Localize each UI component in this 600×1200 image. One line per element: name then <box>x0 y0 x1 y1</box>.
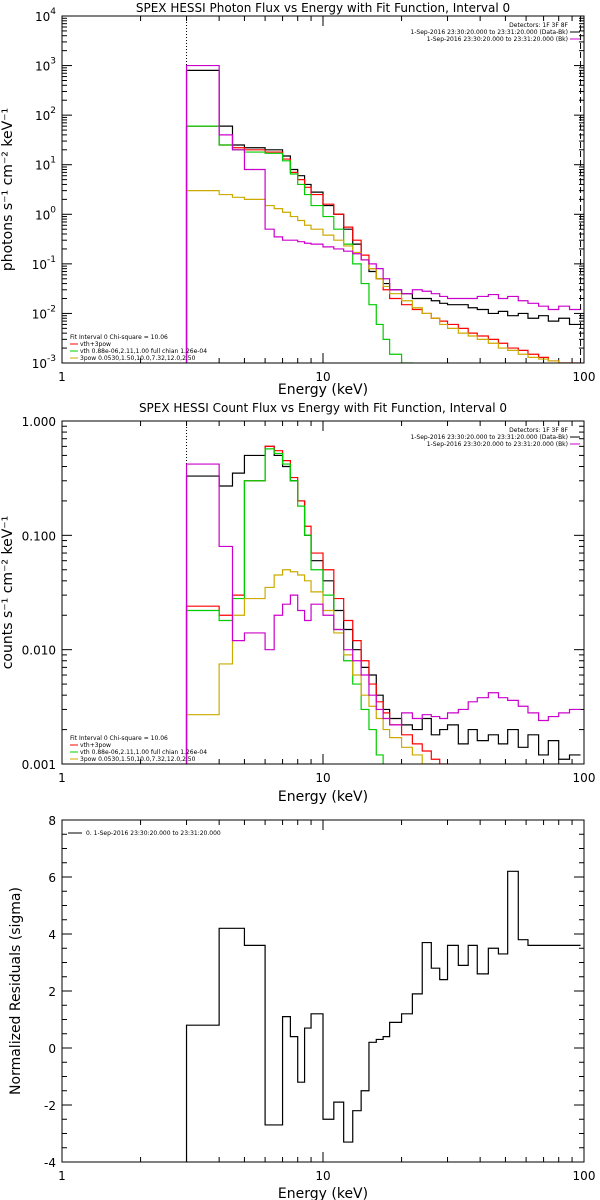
series-vth <box>185 125 413 363</box>
y-tick-label: 10-1 <box>32 255 56 272</box>
legend-entry: Detectors: 1F 3F 8F <box>509 427 568 434</box>
y-tick-label: 4 <box>48 928 56 942</box>
data-area <box>185 445 581 764</box>
y-tick-base: 10 <box>32 258 47 272</box>
legend-entry: 1-Sep-2016 23:30:20.000 to 23:31:20.000 … <box>410 29 568 36</box>
y-tick-exponent: 0 <box>50 205 56 215</box>
legend-entry: vth+3pow <box>80 341 111 348</box>
data-area <box>185 64 581 363</box>
x-tick-label: 10 <box>315 771 330 785</box>
y-tick-label: 2 <box>48 985 56 999</box>
x-axis-label: Energy (keV) <box>278 789 368 805</box>
y-tick-label: 104 <box>35 7 56 24</box>
chart-1: SPEX HESSI Count Flux vs Energy with Fit… <box>0 401 595 805</box>
y-tick-base: 10 <box>32 357 47 371</box>
y-tick-base: 10 <box>32 307 47 321</box>
y-tick-exponent: -2 <box>47 304 56 314</box>
legend-entry: vth 0.88e-06,2.11,1.00 full chian 1.26e-… <box>80 348 207 355</box>
legend-entry: 1-Sep-2016 23:30:20.000 to 23:31:20.000 … <box>427 36 568 43</box>
x-tick-label: 100 <box>573 771 596 785</box>
y-tick-label: 0.100 <box>22 529 56 543</box>
series-vth-3pow <box>185 445 449 764</box>
legend-entry: 3pow 0.0530,1.50,10.0,7.32,12.0,2.50 <box>80 355 196 362</box>
y-tick-base: 10 <box>35 109 50 123</box>
x-tick-label: 10 <box>315 370 330 384</box>
y-tick-label: 1.000 <box>22 415 56 429</box>
y-tick-label: 103 <box>35 57 56 74</box>
x-axis-label: Energy (keV) <box>278 1186 368 1200</box>
y-tick-base: 10 <box>35 159 50 173</box>
y-tick-label: 101 <box>35 156 56 173</box>
y-tick-label: 6 <box>48 871 56 885</box>
legend-entry: vth+3pow <box>80 742 111 749</box>
x-axis-label: Energy (keV) <box>278 382 368 398</box>
chart-2: 1 10 100 -4 -2 0 2 4 6 8 Energy (keV) Normalized Re… <box>8 814 595 1200</box>
y-tick-label: 0 <box>48 1042 56 1056</box>
y-tick-label: 8 <box>48 814 56 828</box>
legend-entry: 1-Sep-2016 23:30:20.000 to 23:31:20.000 … <box>410 434 568 441</box>
series-0- <box>185 870 581 1162</box>
y-tick-exponent: 3 <box>50 57 56 67</box>
chart-0: SPEX HESSI Photon Flux vs Energy with Fi… <box>0 1 596 398</box>
series-3pow <box>185 569 432 764</box>
chart-title: SPEX HESSI Photon Flux vs Energy with Fi… <box>136 1 510 15</box>
y-axis-label: Normalized Residuals (sigma) <box>8 887 24 1095</box>
series-3pow <box>185 190 571 363</box>
legend-entry: 0. 1-Sep-2016 23:30:20.000 to 23:31:20.0… <box>86 830 221 837</box>
y-tick-label: 100 <box>35 205 56 222</box>
y-tick-label: 0.010 <box>22 644 56 658</box>
series-data-bk <box>185 69 581 363</box>
plot-frame <box>61 15 585 364</box>
legend-entry: Fit Interval 0 Chi-square = 10.06 <box>70 735 168 742</box>
legend-entry: vth 0.88e-06,2.11,1.00 full chian 1.26e-… <box>80 749 207 756</box>
x-tick-label: 1 <box>58 370 66 384</box>
y-tick-label: 102 <box>35 106 56 123</box>
y-axis-label: photons s⁻¹ cm⁻² keV⁻¹ <box>0 108 16 271</box>
x-tick-label: 100 <box>573 370 596 384</box>
series-data-bk <box>185 445 581 764</box>
y-tick-label: 10-3 <box>32 354 56 371</box>
legend-entry: 1-Sep-2016 23:30:20.000 to 23:31:20.000 … <box>427 441 568 448</box>
plot-frame <box>61 819 585 1163</box>
x-tick-label: 1 <box>58 1169 66 1183</box>
y-tick-base: 10 <box>35 60 50 74</box>
x-tick-label: 100 <box>573 1169 596 1183</box>
data-area <box>185 870 581 1162</box>
y-tick-base: 10 <box>35 10 50 24</box>
y-tick-exponent: -1 <box>47 255 56 265</box>
y-tick-label: 10-2 <box>32 304 56 321</box>
series-bk <box>185 64 581 363</box>
x-tick-label: 1 <box>58 771 66 785</box>
y-tick-exponent: -3 <box>47 354 56 364</box>
legend-entry: Detectors: 1F 3F 8F <box>509 22 568 29</box>
y-tick-label: 0.001 <box>22 758 56 772</box>
series-bk <box>185 463 581 764</box>
y-tick-exponent: 1 <box>50 156 56 166</box>
x-tick-label: 10 <box>315 1169 330 1183</box>
plot-frame <box>61 420 585 765</box>
y-tick-label: -4 <box>44 1156 56 1170</box>
y-axis-label: counts s⁻¹ cm⁻² keV⁻¹ <box>0 516 16 670</box>
legend-entry: Fit Interval 0 Chi-square = 10.06 <box>70 334 168 341</box>
legend-entry: 3pow 0.0530,1.50,10.0,7.32,12.0,2.50 <box>80 756 196 763</box>
y-tick-exponent: 2 <box>50 106 56 116</box>
chart-title: SPEX HESSI Count Flux vs Energy with Fit… <box>139 401 507 415</box>
y-tick-base: 10 <box>35 208 50 222</box>
y-tick-label: -2 <box>44 1099 56 1113</box>
y-tick-exponent: 4 <box>50 7 56 17</box>
